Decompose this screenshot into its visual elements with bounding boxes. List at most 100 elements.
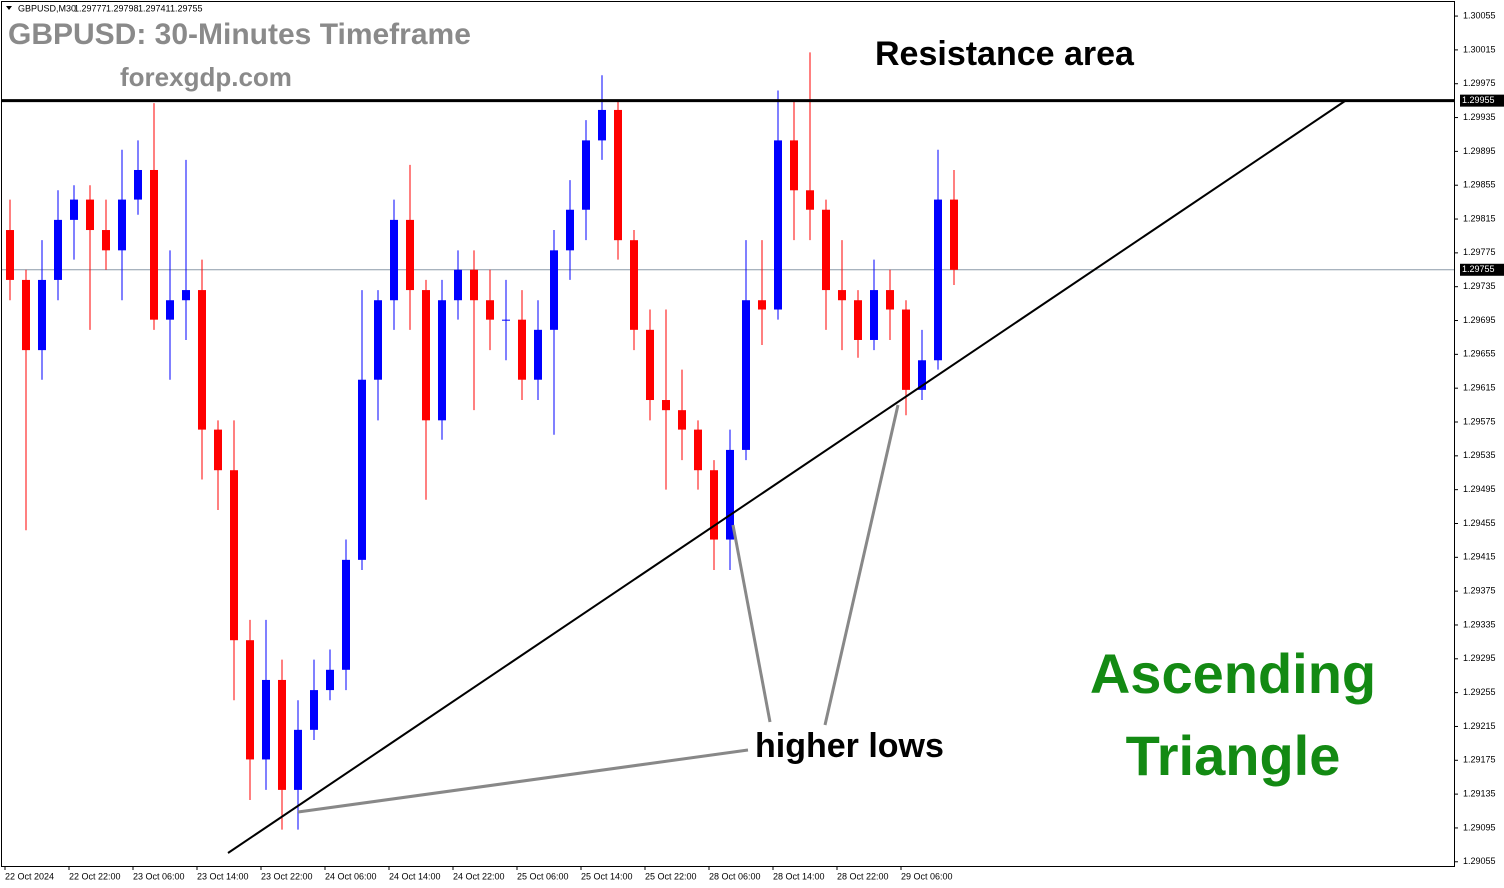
y-tick-label: 1.29815 bbox=[1463, 213, 1496, 223]
candle-body bbox=[790, 140, 798, 191]
candle-body bbox=[6, 230, 14, 280]
y-tick-label: 1.29655 bbox=[1463, 349, 1496, 359]
candle-body bbox=[678, 410, 686, 430]
candle-body bbox=[150, 169, 158, 320]
y-tick-label: 1.29215 bbox=[1463, 721, 1496, 731]
y-tick-label: 1.29415 bbox=[1463, 552, 1496, 562]
candle-body bbox=[774, 140, 782, 310]
candle-body bbox=[310, 690, 318, 730]
pointer-line bbox=[823, 404, 900, 726]
candle-body bbox=[278, 679, 286, 790]
y-tick-label: 1.29455 bbox=[1463, 518, 1496, 528]
y-tick-label: 1.29615 bbox=[1463, 383, 1496, 393]
x-tick-label: 23 Oct 22:00 bbox=[261, 871, 313, 881]
candle-body bbox=[470, 269, 478, 301]
x-tick-label: 28 Oct 14:00 bbox=[773, 871, 825, 881]
candle-body bbox=[294, 729, 302, 790]
candle-body bbox=[934, 199, 942, 361]
chart-title: GBPUSD: 30-Minutes Timeframe bbox=[8, 18, 471, 51]
candle-body bbox=[630, 240, 638, 330]
candle-body bbox=[342, 559, 350, 670]
candle-body bbox=[390, 219, 398, 301]
candle-body bbox=[454, 269, 462, 301]
y-tick-label: 1.29255 bbox=[1463, 687, 1496, 697]
candle-body bbox=[38, 279, 46, 351]
candle-body bbox=[646, 329, 654, 401]
x-tick-label: 23 Oct 06:00 bbox=[133, 871, 185, 881]
candle-body bbox=[86, 199, 94, 231]
x-tick-label: 25 Oct 14:00 bbox=[581, 871, 633, 881]
x-tick-label: 28 Oct 06:00 bbox=[709, 871, 761, 881]
candle-body bbox=[566, 209, 574, 251]
candle-body bbox=[870, 290, 878, 340]
candle-body bbox=[486, 300, 494, 320]
symbol: GBPUSD,M30 bbox=[18, 3, 76, 13]
y-tick-label: 1.29135 bbox=[1463, 788, 1496, 798]
candle-body bbox=[582, 140, 590, 210]
x-tick-label: 22 Oct 22:00 bbox=[69, 871, 121, 881]
plot-frame bbox=[1, 1, 1455, 867]
x-tick-label: 28 Oct 22:00 bbox=[837, 871, 889, 881]
y-tick-label: 1.30055 bbox=[1463, 10, 1496, 20]
candle-body bbox=[886, 290, 894, 310]
candle-body bbox=[614, 109, 622, 241]
candle-body bbox=[918, 360, 926, 390]
y-tick-label: 1.29295 bbox=[1463, 653, 1496, 663]
y-tick-label: 1.29775 bbox=[1463, 247, 1496, 257]
x-tick-label: 22 Oct 2024 bbox=[5, 871, 54, 881]
lows-label: higher lows bbox=[755, 727, 944, 765]
last-price: 1.29755 bbox=[1462, 264, 1495, 274]
candle-body bbox=[230, 470, 238, 641]
menu-icon bbox=[6, 6, 12, 10]
candle-body bbox=[950, 199, 958, 270]
plot bbox=[2, 52, 1454, 830]
candle-body bbox=[246, 640, 254, 760]
pointer-line bbox=[297, 748, 749, 814]
candle-body bbox=[534, 329, 542, 380]
y-tick-label: 1.30015 bbox=[1463, 44, 1496, 54]
candle-body bbox=[70, 199, 78, 220]
pattern-label: Ascending bbox=[1090, 642, 1376, 705]
candle-body bbox=[198, 290, 206, 430]
y-tick-label: 1.29375 bbox=[1463, 586, 1496, 596]
candle-body bbox=[326, 669, 334, 691]
candle-body bbox=[374, 300, 382, 380]
y-tick-label: 1.29055 bbox=[1463, 856, 1496, 866]
x-tick-label: 29 Oct 06:00 bbox=[901, 871, 953, 881]
y-tick-label: 1.29975 bbox=[1463, 78, 1496, 88]
chart-subtitle: forexgdp.com bbox=[120, 62, 292, 92]
y-tick-label: 1.29935 bbox=[1463, 112, 1496, 122]
x-tick-label: 23 Oct 14:00 bbox=[197, 871, 249, 881]
trendline bbox=[227, 100, 1346, 854]
x-tick-label: 25 Oct 06:00 bbox=[517, 871, 569, 881]
candle-body bbox=[822, 209, 830, 291]
resistance-label: Resistance area bbox=[875, 35, 1135, 73]
price-box bbox=[1460, 94, 1504, 107]
header-close: 1.29755 bbox=[170, 3, 203, 13]
candle-body bbox=[54, 219, 62, 280]
y-tick-label: 1.29735 bbox=[1463, 281, 1496, 291]
header: GBPUSD,M30 1.29777 1.29798 1.29741 1.297… bbox=[18, 3, 203, 13]
y-tick-label: 1.29695 bbox=[1463, 315, 1496, 325]
candle-body bbox=[550, 250, 558, 330]
x-tick-label: 24 Oct 22:00 bbox=[453, 871, 505, 881]
y-tick-label: 1.29495 bbox=[1463, 484, 1496, 494]
header-open: 1.29777 bbox=[74, 3, 107, 13]
resistance-price: 1.29955 bbox=[1462, 95, 1495, 105]
candle-body bbox=[166, 300, 174, 320]
candle-body bbox=[438, 300, 446, 421]
candle-body bbox=[214, 429, 222, 471]
candle-body bbox=[854, 300, 862, 340]
candle-body bbox=[758, 300, 766, 310]
candle-body bbox=[134, 169, 142, 200]
candle-body bbox=[102, 230, 110, 251]
y-tick-label: 1.29335 bbox=[1463, 619, 1496, 629]
candle-body bbox=[358, 379, 366, 560]
candle-body bbox=[182, 290, 190, 301]
candle-body bbox=[662, 400, 670, 411]
x-tick-label: 25 Oct 22:00 bbox=[645, 871, 697, 881]
candle-body bbox=[518, 319, 526, 380]
y-tick-label: 1.29175 bbox=[1463, 755, 1496, 765]
